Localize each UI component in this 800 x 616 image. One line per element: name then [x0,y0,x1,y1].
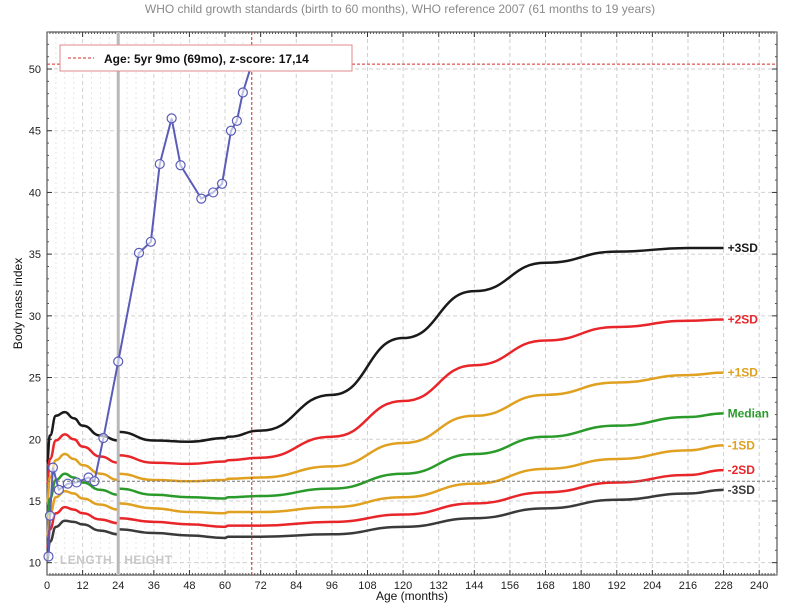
curve-label: +2SD [728,313,759,327]
y-tick-label: 45 [29,126,41,138]
patient-point [53,484,64,495]
curve--3SD [118,488,724,540]
curve-+1SD [45,452,119,505]
patient-series [43,58,257,562]
y-axis-label: Body mass index [11,258,25,349]
y-tick-label: 40 [29,187,41,199]
patient-point [62,478,73,489]
x-tick-label: 204 [643,580,661,592]
x-tick-label: 60 [219,580,231,592]
legend-frame [59,44,353,72]
patient-point [225,125,237,136]
curve--2SD [45,505,119,551]
x-tick-label: 228 [714,580,732,592]
reference-curves: +3SD +2SD +1SD Median -1SD -2SD -3SD [45,241,769,562]
x-tick-label: 12 [76,580,88,592]
cursor-legend: Age: 5yr 9mo (69mo), z-score: 17,14 [59,44,353,72]
x-tick-label: 36 [148,580,160,592]
x-tick-label: 168 [536,580,554,592]
x-tick-label: 108 [358,580,376,592]
x-tick-label: 72 [255,580,267,592]
patient-point [196,193,207,204]
patient-point [154,158,165,170]
patient-point [237,87,248,98]
y-tick-label: 10 [29,558,41,570]
curve-+1SD [118,371,724,483]
patient-point [44,510,56,521]
patient-point [98,432,109,444]
phase-label-length: LENGTH [60,553,112,567]
curve--1SD [118,444,724,515]
curve--3SD [45,519,119,562]
phase-markers: LENGTH HEIGHT [60,32,173,575]
patient-point [47,462,59,473]
curve-Median [118,412,724,500]
x-tick-label: 120 [394,580,412,592]
curve-+3SD [118,246,724,443]
x-tick-label: 240 [750,580,768,592]
patient-point [208,187,219,198]
phase-label-height: HEIGHT [124,553,173,567]
curve-label: -2SD [728,463,756,477]
patient-line [47,63,253,557]
curve-label: +1SD [728,366,759,380]
patient-point [175,160,186,171]
axis-ticks: 0 12 24 36 48 60 72 84 96 108 120 132 144 156 168 180 19… [29,31,778,592]
curve-label: -3SD [728,483,756,497]
x-tick-label: 156 [501,580,519,592]
y-tick-label: 20 [29,434,41,446]
patient-point [71,477,82,488]
y-tick-label: 15 [29,496,41,508]
patient-point [43,551,54,562]
x-tick-label: 144 [465,580,483,592]
patient-point [113,356,124,367]
x-tick-label: 24 [112,580,124,592]
curve-+2SD [118,318,724,466]
x-axis-label: Age (months) [376,589,448,603]
x-tick-label: 180 [572,580,590,592]
curve-+2SD [45,433,119,487]
curve-label: +3SD [728,241,759,255]
y-tick-label: 25 [29,373,41,385]
patient-point [231,115,243,126]
patient-point [216,178,228,189]
cursor-readout: Age: 5yr 9mo (69mo), z-score: 17,14 [104,52,309,66]
y-tick-label: 50 [29,64,41,76]
curve-label: Median [728,406,769,420]
patient-point [166,113,177,124]
y-tick-label: 35 [29,249,41,261]
curve--2SD [118,468,724,529]
curve-label: -1SD [728,438,756,452]
x-tick-label: 48 [183,580,195,592]
x-tick-label: 96 [326,580,338,592]
chart-title: WHO child growth standards (birth to 60 … [144,2,656,16]
x-tick-label: 84 [290,580,302,592]
x-tick-label: 192 [608,580,626,592]
x-tick-label: 216 [679,580,697,592]
y-tick-label: 30 [29,311,41,323]
patient-point [133,247,145,259]
x-tick-label: 0 [44,580,50,592]
curve-+3SD [45,410,119,464]
patient-point [145,236,156,247]
x-tick-label: 132 [430,580,448,592]
